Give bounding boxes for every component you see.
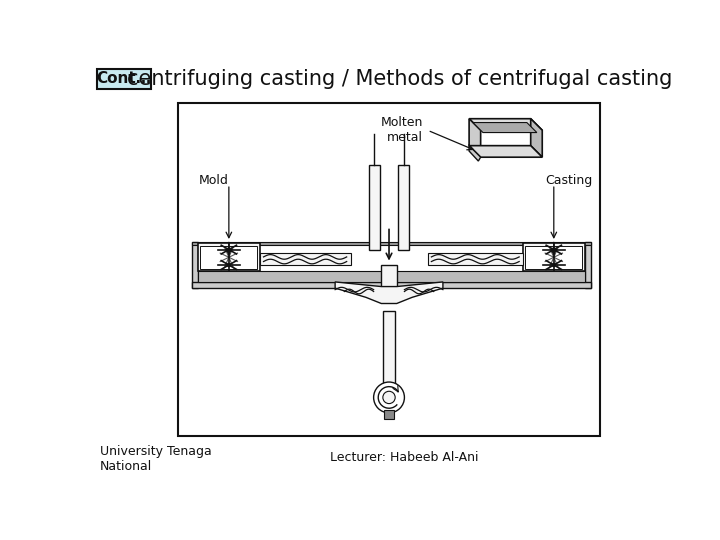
Bar bbox=[428, 253, 523, 265]
Polygon shape bbox=[335, 282, 443, 303]
Text: University Tenaga
National: University Tenaga National bbox=[99, 445, 211, 473]
Bar bbox=[192, 282, 590, 288]
Circle shape bbox=[228, 248, 230, 251]
Bar bbox=[383, 311, 395, 405]
Circle shape bbox=[552, 248, 555, 251]
Circle shape bbox=[383, 392, 395, 403]
Bar bbox=[198, 244, 260, 271]
Bar bbox=[198, 271, 585, 282]
Polygon shape bbox=[469, 146, 481, 161]
Bar bbox=[526, 246, 582, 269]
Polygon shape bbox=[531, 119, 542, 157]
Text: Casting: Casting bbox=[546, 174, 593, 187]
Circle shape bbox=[228, 264, 230, 267]
Circle shape bbox=[374, 382, 405, 413]
Bar bbox=[200, 246, 257, 269]
Bar bbox=[178, 103, 600, 436]
FancyBboxPatch shape bbox=[97, 69, 151, 89]
Bar bbox=[382, 265, 397, 288]
Text: Cont…: Cont… bbox=[96, 71, 152, 86]
Polygon shape bbox=[469, 146, 542, 157]
Bar bbox=[523, 244, 585, 271]
Bar bbox=[398, 165, 409, 249]
Polygon shape bbox=[469, 119, 542, 130]
Bar bbox=[192, 242, 198, 288]
Text: Lecturer: Habeeb Al-Ani: Lecturer: Habeeb Al-Ani bbox=[330, 451, 479, 464]
Bar bbox=[369, 165, 379, 249]
Bar bbox=[260, 253, 351, 265]
Bar bbox=[384, 410, 394, 419]
Text: centrifuging casting / Methods of centrifugal casting: centrifuging casting / Methods of centri… bbox=[127, 70, 672, 90]
Bar bbox=[192, 242, 590, 245]
Polygon shape bbox=[473, 123, 537, 132]
Circle shape bbox=[552, 264, 555, 267]
Text: Molten
metal: Molten metal bbox=[381, 116, 423, 144]
Text: Mold: Mold bbox=[199, 174, 228, 187]
Bar bbox=[585, 242, 590, 288]
Polygon shape bbox=[469, 119, 481, 157]
